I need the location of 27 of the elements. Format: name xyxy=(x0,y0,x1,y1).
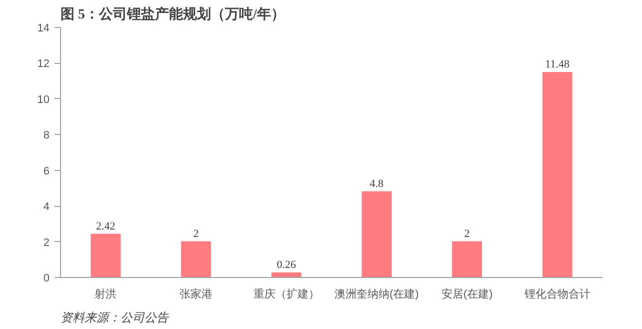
y-tick-label: 14 xyxy=(37,22,50,34)
data-label: 2 xyxy=(193,228,199,240)
x-tick-label: 锂化合物合计 xyxy=(523,288,590,300)
data-label: 4.8 xyxy=(370,178,384,190)
x-tick-label: 安居(在建) xyxy=(441,288,493,300)
x-tick-label: 澳洲奎纳纳(在建) xyxy=(334,288,419,300)
data-label: 0.26 xyxy=(276,258,296,271)
chart-title: 图 5：公司锂盐产能规划（万吨/年） xyxy=(60,6,285,22)
x-tick-label: 射洪 xyxy=(94,288,117,300)
y-tick-label: 12 xyxy=(37,58,50,70)
x-tick-label: 重庆（扩建） xyxy=(253,288,320,300)
bar xyxy=(542,72,572,278)
y-tick-label: 6 xyxy=(43,165,50,178)
y-tick-label: 10 xyxy=(37,94,50,106)
bar xyxy=(452,241,482,278)
data-label: 2 xyxy=(464,228,470,240)
y-tick-label: 4 xyxy=(43,201,50,214)
bar xyxy=(181,241,211,278)
y-tick-label: 8 xyxy=(43,130,50,142)
x-tick-label: 张家港 xyxy=(180,288,212,300)
data-label: 11.48 xyxy=(545,58,570,70)
data-label: 2.42 xyxy=(96,220,116,232)
bar xyxy=(90,234,121,278)
y-tick-label: 2 xyxy=(43,236,50,249)
text: 资料来源：公司公告 xyxy=(60,310,170,324)
y-tick-label: 0 xyxy=(43,272,50,284)
bar xyxy=(362,191,392,278)
